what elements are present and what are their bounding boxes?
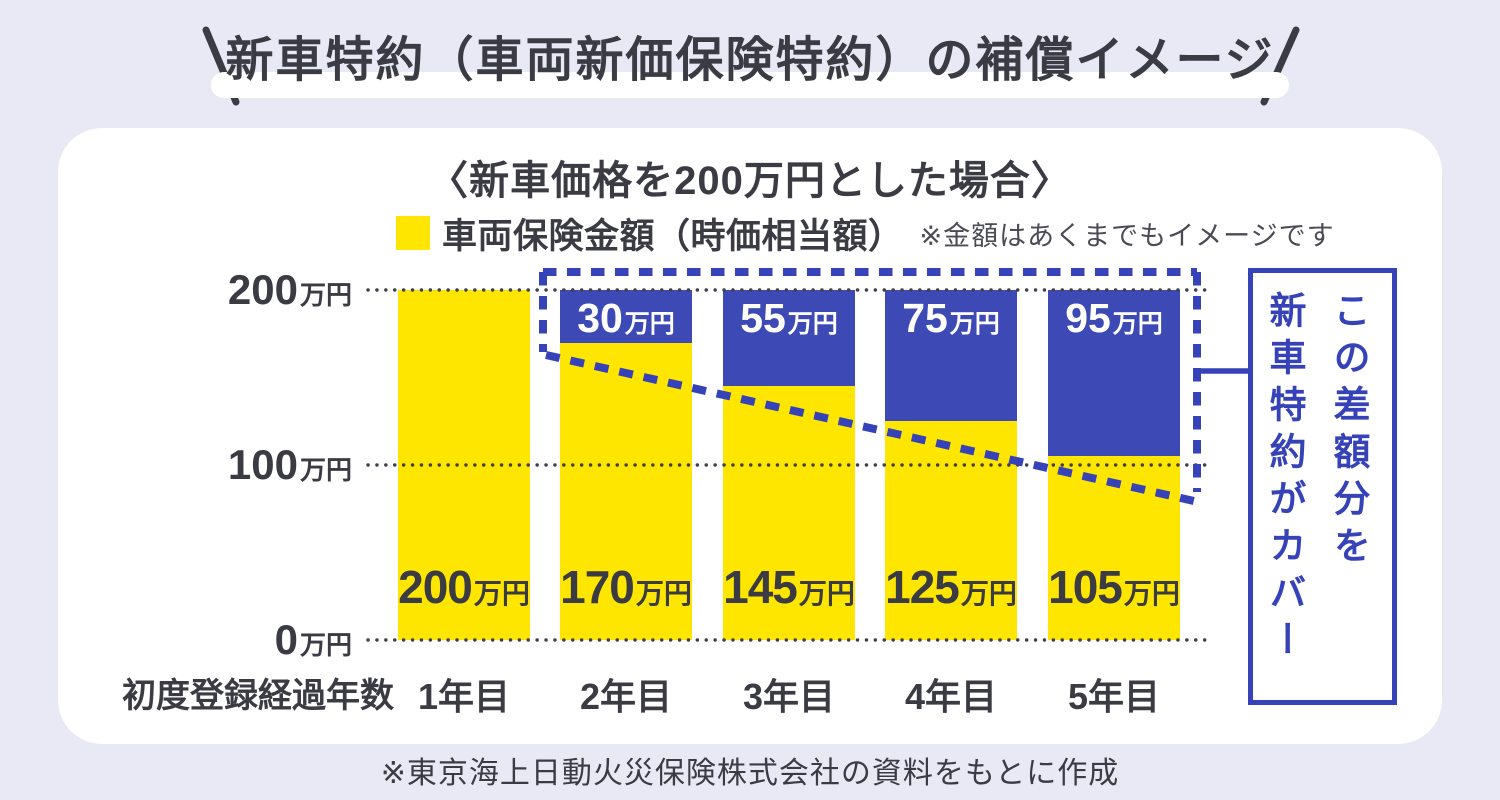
y-tick-unit: 万円 [299, 280, 352, 310]
bar-value-label: 125万円 [885, 560, 1017, 614]
y-tick-200: 200万円 [152, 266, 352, 324]
legend-yellow-swatch [396, 216, 430, 250]
x-tick-year-4: 4年目 [904, 676, 998, 717]
y-tick-value: 100 [227, 441, 298, 488]
bar-value-number: 145 [723, 561, 798, 613]
bar-year-5: 95万円 105万円 [1048, 290, 1180, 640]
gap-unit: 万円 [624, 310, 675, 338]
x-tick-year-3: 3年目 [742, 676, 836, 717]
bar-value-unit: 万円 [1123, 578, 1180, 609]
bar-value-label: 200万円 [398, 560, 530, 614]
bar-value-number: 170 [560, 561, 635, 613]
gap-unit: 万円 [949, 310, 1000, 338]
gap-number: 95 [1065, 295, 1111, 341]
y-tick-unit: 万円 [299, 630, 352, 660]
bar-value-unit: 万円 [798, 578, 855, 609]
bar-gap-label: 75万円 [902, 295, 1000, 342]
bar-value-label: 170万円 [560, 560, 692, 614]
bar-gap-label: 95万円 [1065, 295, 1163, 342]
bar-value-number: 105 [1048, 561, 1123, 613]
bar-year-1: 200万円 [398, 290, 530, 640]
x-axis-label: 初度登録経過年数 [122, 677, 394, 715]
legend-note: ※金額はあくまでもイメージです [919, 220, 1335, 251]
bar-value-unit: 万円 [473, 578, 530, 609]
source-footnote: ※東京海上日動火災保険株式会社の資料をもとに作成 [380, 757, 1120, 790]
x-tick-year-2: 2年目 [579, 676, 673, 717]
legend: 車両保険金額（時価相当額） ※金額はあくまでもイメージです [396, 212, 1335, 256]
gap-unit: 万円 [1112, 310, 1163, 338]
gap-unit: 万円 [787, 310, 838, 338]
bar-value-number: 125 [885, 561, 960, 613]
x-tick-year-1: 1年目 [417, 676, 511, 717]
chart-subtitle: 〈新車価格を200万円とした場合〉 [428, 159, 1072, 203]
bar-value-unit: 万円 [635, 578, 692, 609]
y-tick-unit: 万円 [299, 455, 352, 485]
callout-line-2: 新車特約がカバー [1264, 291, 1305, 667]
bar-value-unit: 万円 [960, 578, 1017, 609]
callout-box: この差額分を 新車特約がカバー [1248, 268, 1397, 705]
title-highlight-pill [211, 72, 1289, 98]
bar-value-number: 200 [398, 561, 473, 613]
legend-label: 車両保険金額（時価相当額） [442, 216, 904, 256]
x-tick-year-5: 5年目 [1067, 676, 1161, 717]
bar-year-3: 55万円 145万円 [723, 290, 855, 640]
y-tick-value: 200 [227, 266, 298, 313]
bar-value-label: 145万円 [723, 560, 855, 614]
y-tick-100: 100万円 [152, 441, 352, 499]
title-wrap: 新車特約（車両新価保険特約）の補償イメージ [211, 26, 1289, 98]
bar-year-4: 75万円 125万円 [885, 290, 1017, 640]
gap-number: 55 [740, 295, 786, 341]
bar-value-label: 105万円 [1048, 560, 1180, 614]
header: 新車特約（車両新価保険特約）の補償イメージ [0, 26, 1500, 98]
callout-line-1: この差額分を [1328, 291, 1369, 573]
y-tick-value: 0 [274, 616, 298, 663]
gap-number: 75 [902, 295, 948, 341]
gap-number: 30 [577, 295, 623, 341]
page-title: 新車特約（車両新価保険特約）の補償イメージ [225, 34, 1275, 87]
bar-gap-label: 30万円 [577, 295, 675, 342]
bar-gap-label: 55万円 [740, 295, 838, 342]
y-tick-0: 0万円 [152, 616, 352, 674]
bar-year-2: 30万円 170万円 [560, 290, 692, 640]
